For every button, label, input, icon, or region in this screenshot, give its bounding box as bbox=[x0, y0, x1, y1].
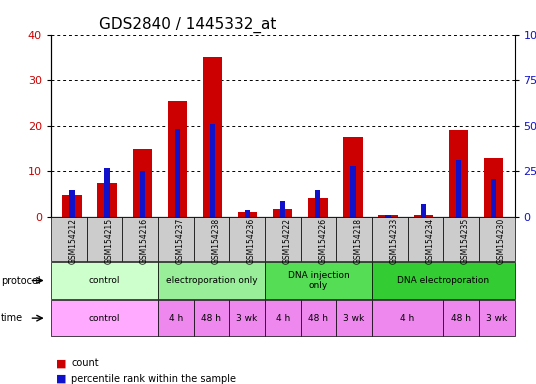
Text: time: time bbox=[1, 313, 23, 323]
Text: 4 h: 4 h bbox=[169, 314, 183, 323]
Text: 3 wk: 3 wk bbox=[344, 314, 364, 323]
Bar bbox=[421, 204, 426, 217]
Text: GSM154233: GSM154233 bbox=[390, 218, 399, 264]
Bar bbox=[98, 183, 117, 217]
Text: GSM154238: GSM154238 bbox=[211, 218, 220, 264]
Text: GSM154230: GSM154230 bbox=[497, 218, 506, 264]
Text: 3 wk: 3 wk bbox=[236, 314, 258, 323]
Bar bbox=[168, 101, 187, 217]
Bar bbox=[139, 171, 145, 217]
Text: control: control bbox=[88, 276, 120, 285]
Bar bbox=[245, 210, 250, 217]
Text: count: count bbox=[71, 358, 99, 368]
Bar bbox=[351, 166, 355, 217]
Text: GSM154226: GSM154226 bbox=[318, 218, 327, 264]
Text: 48 h: 48 h bbox=[451, 314, 471, 323]
Text: percentile rank within the sample: percentile rank within the sample bbox=[71, 374, 236, 384]
Text: 4 h: 4 h bbox=[400, 314, 415, 323]
Text: 48 h: 48 h bbox=[308, 314, 329, 323]
Text: 4 h: 4 h bbox=[276, 314, 290, 323]
Bar bbox=[273, 209, 293, 217]
Text: GSM154218: GSM154218 bbox=[354, 218, 363, 264]
Text: GSM154236: GSM154236 bbox=[247, 218, 256, 264]
Bar bbox=[280, 200, 285, 217]
Text: 48 h: 48 h bbox=[202, 314, 221, 323]
Bar bbox=[385, 215, 391, 217]
Bar bbox=[449, 130, 468, 217]
Bar bbox=[308, 198, 327, 217]
Bar bbox=[105, 168, 110, 217]
Bar bbox=[175, 129, 180, 217]
Text: GSM154235: GSM154235 bbox=[461, 218, 470, 264]
Bar bbox=[484, 158, 503, 217]
Text: ■: ■ bbox=[56, 374, 67, 384]
Text: GSM154216: GSM154216 bbox=[140, 218, 149, 264]
Bar bbox=[132, 149, 152, 217]
Text: GSM154222: GSM154222 bbox=[282, 218, 292, 264]
Bar bbox=[62, 195, 81, 217]
Bar bbox=[238, 212, 257, 217]
Text: GSM154234: GSM154234 bbox=[426, 218, 434, 264]
Text: GSM154237: GSM154237 bbox=[176, 218, 185, 264]
Text: DNA injection
only: DNA injection only bbox=[287, 271, 349, 290]
Bar bbox=[378, 215, 398, 217]
Bar bbox=[203, 57, 222, 217]
Text: GDS2840 / 1445332_at: GDS2840 / 1445332_at bbox=[99, 17, 276, 33]
Text: DNA electroporation: DNA electroporation bbox=[397, 276, 489, 285]
Bar bbox=[344, 137, 363, 217]
Bar bbox=[491, 179, 496, 217]
Bar bbox=[69, 190, 75, 217]
Bar bbox=[414, 215, 433, 217]
Bar bbox=[315, 190, 321, 217]
Text: ■: ■ bbox=[56, 358, 67, 368]
Text: GSM154215: GSM154215 bbox=[105, 218, 114, 264]
Text: 3 wk: 3 wk bbox=[486, 314, 508, 323]
Text: GSM154212: GSM154212 bbox=[69, 218, 78, 264]
Text: electroporation only: electroporation only bbox=[166, 276, 257, 285]
Text: control: control bbox=[88, 314, 120, 323]
Text: protocol: protocol bbox=[1, 275, 41, 286]
Bar bbox=[210, 124, 215, 217]
Bar bbox=[456, 161, 461, 217]
